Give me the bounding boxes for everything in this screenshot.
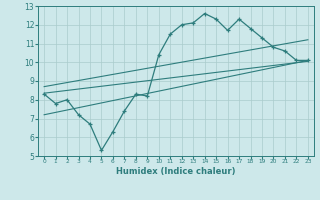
X-axis label: Humidex (Indice chaleur): Humidex (Indice chaleur) [116,167,236,176]
